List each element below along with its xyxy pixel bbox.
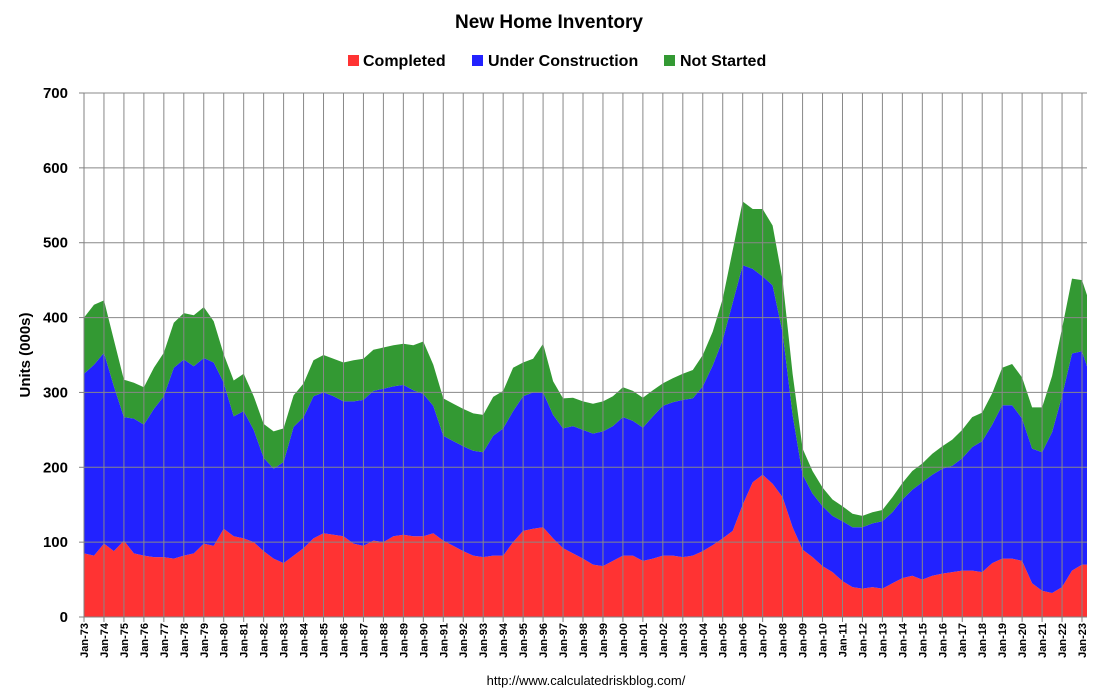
x-tick-label: Jan-85 bbox=[319, 623, 331, 658]
x-tick-label: Jan-95 bbox=[518, 623, 530, 658]
x-tick-label: Jan-74 bbox=[99, 622, 111, 658]
y-tick-label: 200 bbox=[43, 459, 68, 476]
y-axis: 0 100 200 300 400 500 600 700 bbox=[43, 85, 85, 626]
x-tick-label: Jan-99 bbox=[598, 623, 610, 658]
x-tick-label: Jan-97 bbox=[558, 623, 570, 658]
x-tick-label: Jan-81 bbox=[239, 623, 251, 658]
x-tick-label: Jan-15 bbox=[917, 623, 929, 658]
x-tick-label: Jan-08 bbox=[778, 623, 790, 658]
x-tick-label: Jan-12 bbox=[857, 623, 869, 658]
source-url: http://www.calculatedriskblog.com/ bbox=[487, 673, 686, 688]
x-tick-label: Jan-13 bbox=[877, 623, 889, 658]
x-tick-label: Jan-09 bbox=[798, 623, 810, 658]
x-tick-label: Jan-18 bbox=[977, 623, 989, 658]
x-tick-label: Jan-14 bbox=[897, 622, 909, 658]
area-series-under-construction bbox=[84, 265, 1087, 593]
x-tick-label: Jan-75 bbox=[119, 623, 131, 658]
x-tick-label: Jan-89 bbox=[398, 623, 410, 658]
x-tick-label: Jan-94 bbox=[498, 622, 510, 658]
x-tick-label: Jan-83 bbox=[279, 623, 291, 658]
x-tick-label: Jan-73 bbox=[79, 623, 91, 658]
x-tick-label: Jan-06 bbox=[738, 623, 750, 658]
area-layer bbox=[84, 201, 1087, 617]
x-tick-label: Jan-21 bbox=[1037, 623, 1049, 658]
x-tick-label: Jan-01 bbox=[638, 623, 650, 658]
legend-label-under-construction: Under Construction bbox=[488, 53, 638, 70]
x-tick-label: Jan-92 bbox=[458, 623, 470, 658]
y-tick-label: 700 bbox=[43, 85, 68, 102]
x-tick-label: Jan-16 bbox=[937, 623, 949, 658]
x-tick-label: Jan-91 bbox=[438, 623, 450, 658]
x-tick-label: Jan-20 bbox=[1017, 623, 1029, 658]
x-tick-label: Jan-05 bbox=[718, 623, 730, 658]
y-tick-label: 500 bbox=[43, 235, 68, 252]
y-tick-label: 0 bbox=[60, 609, 68, 626]
x-tick-label: Jan-82 bbox=[259, 623, 271, 658]
y-tick-label: 600 bbox=[43, 160, 68, 177]
x-tick-label: Jan-17 bbox=[957, 623, 969, 658]
legend: Completed Under Construction Not Started bbox=[348, 53, 766, 70]
x-tick-label: Jan-22 bbox=[1057, 623, 1069, 658]
x-tick-label: Jan-80 bbox=[219, 623, 231, 658]
x-tick-label: Jan-77 bbox=[159, 623, 171, 658]
area-series-completed bbox=[84, 474, 1087, 617]
legend-label-completed: Completed bbox=[363, 53, 446, 70]
legend-swatch-not-started bbox=[664, 55, 675, 66]
legend-swatch-under-construction bbox=[472, 55, 483, 66]
x-tick-label: Jan-90 bbox=[418, 623, 430, 658]
y-tick-label: 100 bbox=[43, 534, 68, 551]
x-tick-label: Jan-86 bbox=[338, 623, 350, 658]
x-tick-label: Jan-02 bbox=[658, 623, 670, 658]
x-tick-label: Jan-87 bbox=[358, 623, 370, 658]
y-tick-label: 400 bbox=[43, 310, 68, 327]
x-tick-label: Jan-96 bbox=[538, 623, 550, 658]
x-tick-label: Jan-84 bbox=[299, 622, 311, 658]
x-tick-label: Jan-78 bbox=[179, 623, 191, 658]
legend-label-not-started: Not Started bbox=[680, 53, 766, 70]
chart-title: New Home Inventory bbox=[455, 12, 643, 33]
x-tick-label: Jan-98 bbox=[578, 623, 590, 658]
x-tick-label: Jan-19 bbox=[997, 623, 1009, 658]
x-tick-label: Jan-10 bbox=[818, 623, 830, 658]
y-axis-label: Units (000s) bbox=[17, 312, 34, 397]
x-tick-label: Jan-23 bbox=[1077, 623, 1089, 658]
x-tick-label: Jan-03 bbox=[678, 623, 690, 658]
y-tick-label: 300 bbox=[43, 384, 68, 401]
x-tick-label: Jan-04 bbox=[698, 622, 710, 658]
x-tick-label: Jan-11 bbox=[837, 623, 849, 657]
x-tick-label: Jan-88 bbox=[378, 623, 390, 658]
x-axis: Jan-73 Jan-74 Jan-75 Jan-76 Jan-77 Jan-78 Jan-… bbox=[79, 616, 1089, 658]
x-tick-label: Jan-76 bbox=[139, 623, 151, 658]
x-tick-label: Jan-07 bbox=[758, 623, 770, 658]
x-tick-label: Jan-79 bbox=[199, 623, 211, 658]
x-tick-label: Jan-00 bbox=[618, 623, 630, 658]
x-tick-label: Jan-93 bbox=[478, 623, 490, 658]
legend-swatch-completed bbox=[348, 55, 359, 66]
